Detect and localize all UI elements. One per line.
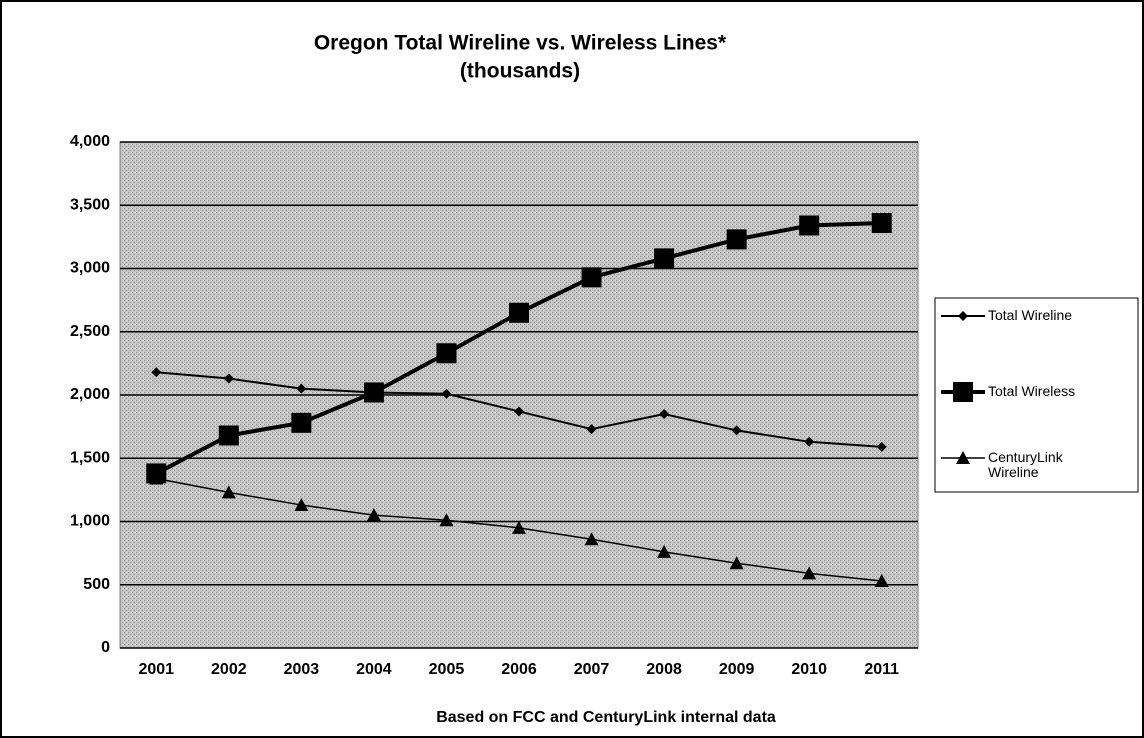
marker: [871, 212, 892, 233]
marker: [294, 498, 309, 512]
marker: [584, 532, 599, 546]
marker: [223, 373, 234, 384]
legend-item: Total Wireline: [988, 308, 1073, 323]
marker: [799, 215, 820, 236]
legend-marker: [956, 451, 970, 464]
x-tick-label: 2006: [501, 661, 537, 678]
y-tick-label: 0: [101, 639, 110, 656]
marker: [657, 544, 672, 558]
x-tick-label: 2001: [138, 661, 174, 678]
marker: [149, 471, 164, 485]
marker: [291, 412, 312, 433]
x-tick-label: 2002: [211, 661, 247, 678]
legend-marker: [958, 311, 968, 321]
x-tick-label: 2008: [646, 661, 682, 678]
x-tick-label: 2009: [719, 661, 755, 678]
marker: [731, 425, 742, 436]
legend-label: Total Wireless: [988, 384, 1076, 399]
marker: [436, 343, 457, 364]
marker: [729, 556, 744, 570]
marker: [654, 248, 675, 269]
marker: [802, 566, 817, 580]
legend-item: CenturyLink Wireline: [988, 450, 1063, 480]
y-tick-label: 500: [83, 576, 110, 593]
y-tick-label: 4,000: [70, 133, 110, 150]
legend-marker: [953, 382, 973, 402]
chart-title: Oregon Total Wireline vs. Wireless Lines…: [314, 32, 727, 55]
legend-label: CenturyLink Wireline: [988, 450, 1063, 480]
x-axis-label: Based on FCC and CenturyLink internal da…: [436, 709, 776, 726]
chart-subtitle: (thousands): [460, 60, 580, 83]
marker: [659, 408, 670, 419]
y-tick-label: 3,500: [70, 196, 110, 213]
y-tick-label: 2,000: [70, 386, 110, 403]
marker: [439, 513, 454, 527]
marker: [366, 508, 381, 522]
y-tick-label: 3,000: [70, 260, 110, 277]
x-tick-label: 2011: [864, 661, 899, 678]
marker: [218, 425, 239, 446]
x-tick-label: 2004: [356, 661, 392, 678]
marker: [151, 367, 162, 378]
y-tick-label: 1,000: [70, 513, 110, 530]
marker: [512, 520, 526, 534]
x-tick-label: 2003: [284, 661, 320, 678]
marker: [514, 406, 524, 417]
marker: [804, 436, 815, 447]
marker: [726, 229, 747, 250]
marker: [581, 267, 602, 288]
x-tick-label: 2010: [791, 661, 827, 678]
marker: [876, 441, 887, 452]
x-tick-label: 2005: [429, 661, 465, 678]
y-tick-label: 1,500: [70, 449, 110, 466]
legend-item: Total Wireless: [988, 384, 1076, 399]
legend-label: Total Wireline: [988, 308, 1073, 323]
y-tick-label: 2,500: [70, 323, 110, 340]
marker: [221, 485, 236, 499]
x-tick-label: 2007: [574, 661, 610, 678]
marker: [296, 383, 307, 394]
marker: [874, 573, 889, 587]
marker: [509, 302, 529, 323]
marker: [363, 382, 384, 403]
marker: [441, 388, 452, 399]
marker: [586, 424, 597, 435]
